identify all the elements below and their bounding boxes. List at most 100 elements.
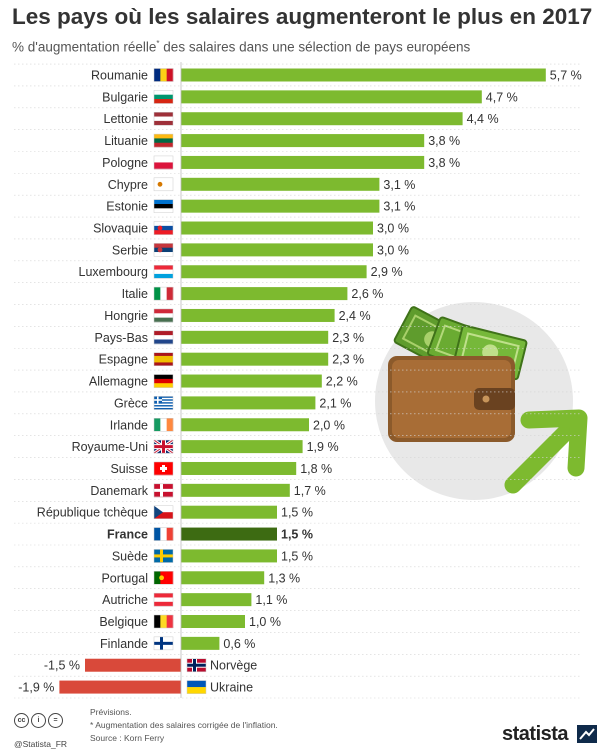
- bar: [181, 265, 367, 279]
- subtitle-text-1: % d'augmentation réelle: [12, 39, 157, 55]
- statista-logo-icon: [577, 725, 597, 743]
- flag-icon: [153, 155, 174, 170]
- flag-icon: [186, 680, 207, 694]
- flag-icon: [153, 133, 174, 148]
- bar-row: 2,9 % Luxembourg: [79, 264, 403, 279]
- value-label: 3,0 %: [377, 243, 409, 257]
- category-label: Finlande: [100, 637, 148, 651]
- bar-row: 1,5 % Suède: [112, 549, 313, 563]
- value-label: 1,3 %: [268, 571, 300, 585]
- no-derivatives-icon: =: [48, 713, 63, 728]
- flag-icon: [153, 111, 174, 126]
- wallet-icon: [388, 356, 515, 442]
- bar-row: 3,0 % Slovaquie: [93, 221, 409, 236]
- grid-lines: [14, 63, 582, 699]
- bar-row: 2,6 % Italie: [122, 286, 383, 301]
- bar: [181, 221, 373, 235]
- footer: cc i = @Statista_FR Prévisions. * Augmen…: [14, 703, 600, 753]
- value-label: 2,1 %: [319, 396, 351, 410]
- flag-icon: [153, 286, 174, 301]
- value-label: 2,9 %: [371, 265, 403, 279]
- bar: [181, 483, 290, 497]
- category-label: Norvège: [210, 659, 257, 673]
- bar-row: 4,4 % Lettonie: [104, 111, 499, 126]
- footnotes: Prévisions. * Augmentation des salaires …: [90, 706, 278, 745]
- bar-row: 2,3 % Pays-Bas: [95, 330, 364, 345]
- bar-row: 3,1 % Chypre: [108, 177, 415, 192]
- bar: [181, 593, 252, 607]
- chart-subtitle: % d'augmentation réelle* des salaires da…: [12, 39, 470, 55]
- value-label: 1,9 %: [307, 440, 339, 454]
- bar: [181, 440, 303, 454]
- category-label: Allemagne: [89, 375, 148, 389]
- flag-icon: [153, 308, 174, 323]
- category-label: Serbie: [112, 243, 148, 257]
- value-label: 3,1 %: [383, 178, 415, 192]
- bar-row: 1,5 % France: [107, 527, 313, 542]
- bar: [181, 396, 316, 410]
- category-label: Espagne: [99, 353, 148, 367]
- growth-arrow-icon: [504, 409, 588, 494]
- bar-row: -1,5 % Norvège: [44, 658, 257, 673]
- category-label: Royaume-Uni: [72, 440, 148, 454]
- note-forecast: Prévisions.: [90, 707, 132, 717]
- value-label: 0,6 %: [223, 637, 255, 651]
- license-icons: cc i =: [14, 713, 63, 728]
- category-label: Chypre: [108, 178, 148, 192]
- value-label: 1,1 %: [255, 593, 287, 607]
- bar: [181, 112, 463, 126]
- bar-row: 1,0 % Belgique: [99, 614, 281, 629]
- flag-icon: [153, 527, 174, 541]
- category-label: Lettonie: [104, 112, 149, 126]
- bar: [181, 155, 425, 169]
- bar: [181, 134, 425, 148]
- bar-row: 1,8 % Suisse: [110, 461, 332, 476]
- value-label: 5,7 %: [550, 69, 582, 83]
- chart-title: Les pays où les salaires augmenteront le…: [12, 4, 593, 29]
- bar: [181, 549, 277, 563]
- category-label: Lituanie: [104, 134, 148, 148]
- bar-row: 3,1 % Estonie: [106, 199, 415, 214]
- statista-logo[interactable]: statista: [502, 723, 569, 745]
- flag-icon: [153, 461, 174, 476]
- value-label: 1,5 %: [281, 506, 313, 520]
- value-label: 3,0 %: [377, 222, 409, 236]
- subtitle-text-2: des salaires dans une sélection de pays …: [159, 39, 471, 55]
- bar-row: 1,9 % Royaume-Uni: [72, 438, 339, 455]
- category-label: Bulgarie: [102, 90, 148, 104]
- bar-row: 1,3 % Portugal: [101, 571, 300, 585]
- category-label: Danemark: [90, 484, 148, 498]
- bar-row: 3,0 % Serbie: [112, 243, 409, 257]
- bar: [181, 615, 245, 628]
- bar: [181, 461, 297, 475]
- flag-icon: [153, 549, 174, 563]
- category-label: Irlande: [110, 418, 148, 432]
- flag-icon: [153, 264, 174, 279]
- flag-icon: [153, 177, 174, 192]
- flag-icon: [153, 418, 174, 432]
- category-label: Suisse: [110, 462, 148, 476]
- creative-commons-icon: cc: [14, 713, 29, 728]
- category-label: Grèce: [114, 396, 148, 410]
- flag-icon: [186, 658, 207, 673]
- category-label: République tchèque: [37, 506, 148, 520]
- bar-row: 1,5 % République tchèque: [37, 505, 313, 520]
- flag-icon: [153, 199, 174, 213]
- value-label: 1,5 %: [281, 549, 313, 563]
- value-label: 2,6 %: [351, 287, 383, 301]
- category-label: Roumanie: [91, 69, 148, 83]
- value-label: 1,5 %: [281, 528, 313, 542]
- value-label: 1,0 %: [249, 615, 281, 629]
- bar: [181, 418, 309, 432]
- flag-icon: [153, 90, 174, 104]
- flag-icon: [153, 330, 174, 345]
- bar-row: 1,1 % Autriche: [102, 592, 287, 607]
- value-label: -1,9 %: [18, 681, 54, 695]
- bar: [181, 505, 277, 519]
- bar: [181, 308, 335, 322]
- bar: [181, 199, 380, 213]
- bar-row: 4,7 % Bulgarie: [102, 90, 518, 104]
- value-label: 3,1 %: [383, 200, 415, 214]
- flag-icon: [153, 614, 174, 629]
- bars: 5,7 % Roumanie 4,7 % Bulgarie 4,4 % Lettonie 3…: [18, 68, 582, 695]
